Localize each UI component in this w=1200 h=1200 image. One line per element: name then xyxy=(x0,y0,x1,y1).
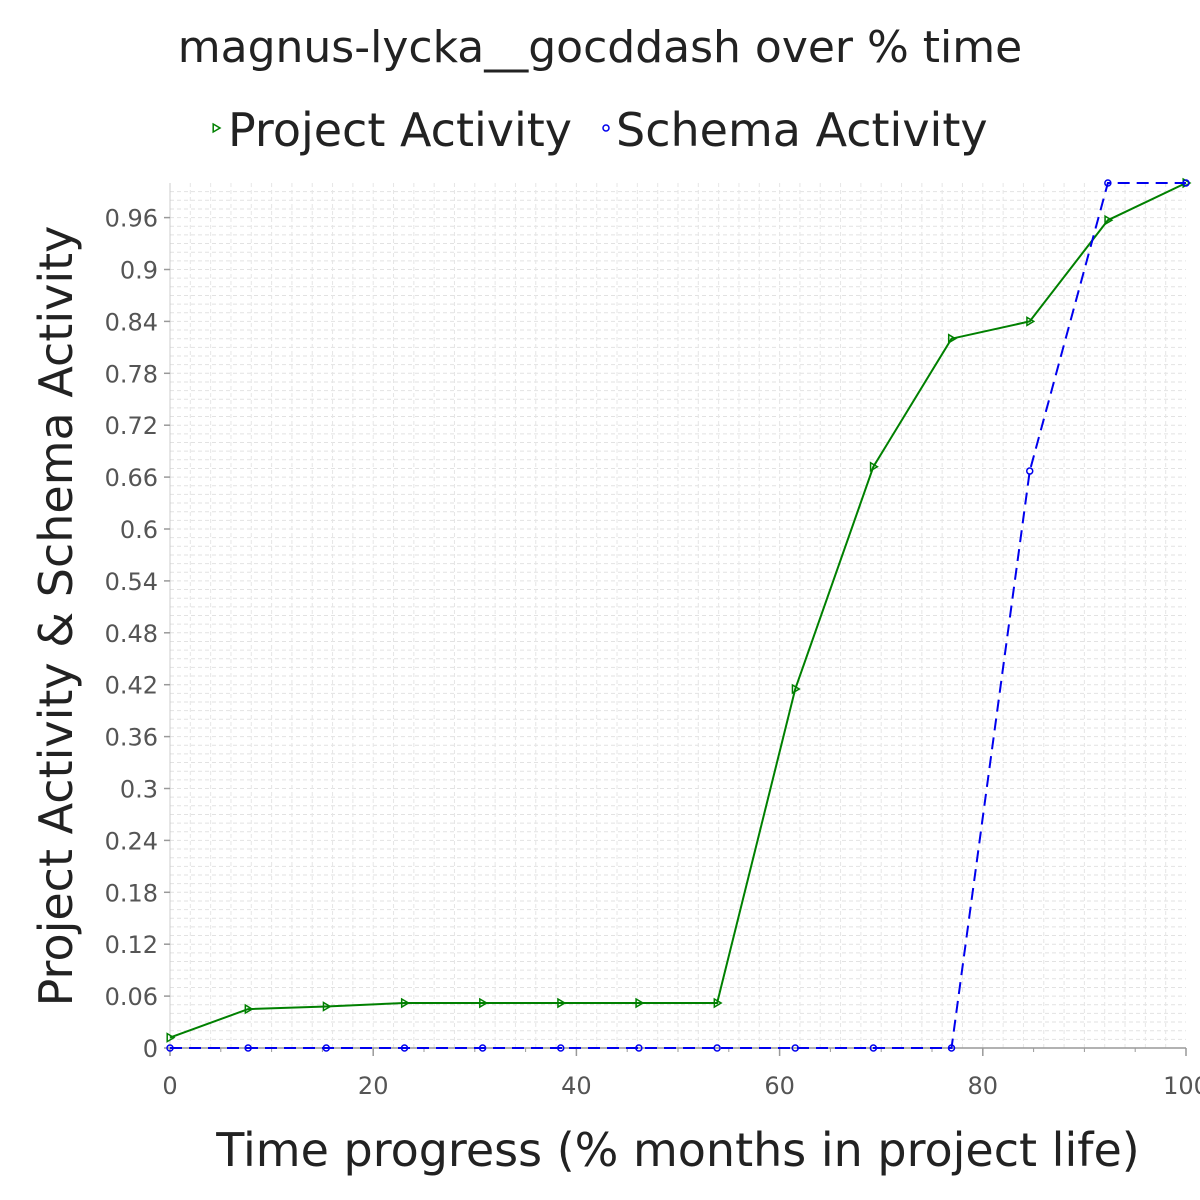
axes xyxy=(164,183,1187,1056)
data-point-project-activity xyxy=(869,461,879,473)
y-tick-label: 0.24 xyxy=(105,827,158,855)
legend-symbol-project-activity xyxy=(212,122,222,134)
data-point-schema-activity xyxy=(713,1044,721,1052)
data-point-schema-activity xyxy=(1104,179,1112,187)
y-tick-label: 0.9 xyxy=(120,257,158,285)
data-point-project-activity xyxy=(557,997,567,1009)
legend-label-project-activity: Project Activity xyxy=(228,103,572,157)
y-tick-label: 0.18 xyxy=(105,879,158,907)
data-point-project-activity xyxy=(947,333,957,345)
y-tick-label: 0.06 xyxy=(105,983,158,1011)
x-tick-label: 20 xyxy=(358,1072,389,1100)
data-point-schema-activity xyxy=(322,1044,331,1052)
data-point-schema-activity xyxy=(947,1044,956,1052)
x-tick-label: 60 xyxy=(764,1072,795,1100)
y-tick-label: 0.6 xyxy=(120,516,158,544)
tick-labels: 0 20 40 60 80 100 0 0.06 0.12 0.18 0.24 0.3 0.36 0.42… xyxy=(105,205,1200,1100)
data-point-schema-activity xyxy=(244,1044,252,1052)
y-tick-label: 0 xyxy=(143,1035,158,1063)
x-tick-label: 40 xyxy=(561,1072,592,1100)
y-tick-label: 0.78 xyxy=(105,360,158,388)
data-point-schema-activity xyxy=(400,1044,409,1052)
x-axis-title: Time progress (% months in project life) xyxy=(215,1123,1139,1177)
x-tick-label: 0 xyxy=(162,1072,177,1100)
data-point-schema-activity xyxy=(1182,179,1190,187)
legend: Project Activity Schema Activity xyxy=(212,103,988,157)
data-point-project-activity xyxy=(635,997,645,1009)
data-point-schema-activity xyxy=(478,1044,487,1052)
y-tick-label: 0.42 xyxy=(105,672,158,700)
y-tick-label: 0.66 xyxy=(105,464,158,492)
legend-symbol-schema-activity xyxy=(602,124,610,132)
data-point-schema-activity xyxy=(166,1044,174,1052)
x-tick-label: 80 xyxy=(968,1072,999,1100)
y-tick-label: 0.36 xyxy=(105,724,158,752)
y-axis-title: Project Activity & Schema Activity xyxy=(29,226,83,1007)
legend-label-schema-activity: Schema Activity xyxy=(616,103,988,157)
data-point-schema-activity xyxy=(1025,467,1034,475)
data-point-schema-activity xyxy=(869,1044,878,1052)
data-point-project-activity xyxy=(713,997,723,1009)
y-tick-label: 0.72 xyxy=(105,412,158,440)
x-tick-label: 100 xyxy=(1163,1072,1200,1100)
y-tick-label: 0.54 xyxy=(105,568,158,596)
data-point-project-activity xyxy=(322,1001,332,1012)
data-point-project-activity xyxy=(1104,214,1114,226)
legend-marker-project-activity xyxy=(212,122,222,134)
data-point-project-activity xyxy=(400,997,410,1009)
y-tick-label: 0.84 xyxy=(105,308,158,336)
series-line-project-activity xyxy=(169,182,1187,1039)
data-point-project-activity xyxy=(166,1032,176,1043)
data-point-project-activity xyxy=(244,1003,254,1015)
y-tick-label: 0.3 xyxy=(120,776,158,804)
series xyxy=(166,177,1192,1052)
data-point-project-activity xyxy=(791,683,801,695)
legend-marker-schema-activity xyxy=(602,124,610,132)
data-point-project-activity xyxy=(479,997,489,1009)
data-point-project-activity xyxy=(1026,316,1036,327)
data-point-schema-activity xyxy=(791,1044,799,1052)
y-tick-label: 0.12 xyxy=(105,931,158,959)
y-tick-label: 0.96 xyxy=(105,205,158,233)
grid xyxy=(170,183,1186,1048)
chart-title: magnus-lycka__gocddash over % time xyxy=(178,22,1022,73)
data-point-schema-activity xyxy=(557,1044,565,1052)
data-point-schema-activity xyxy=(635,1044,643,1052)
y-tick-label: 0.48 xyxy=(105,620,158,648)
